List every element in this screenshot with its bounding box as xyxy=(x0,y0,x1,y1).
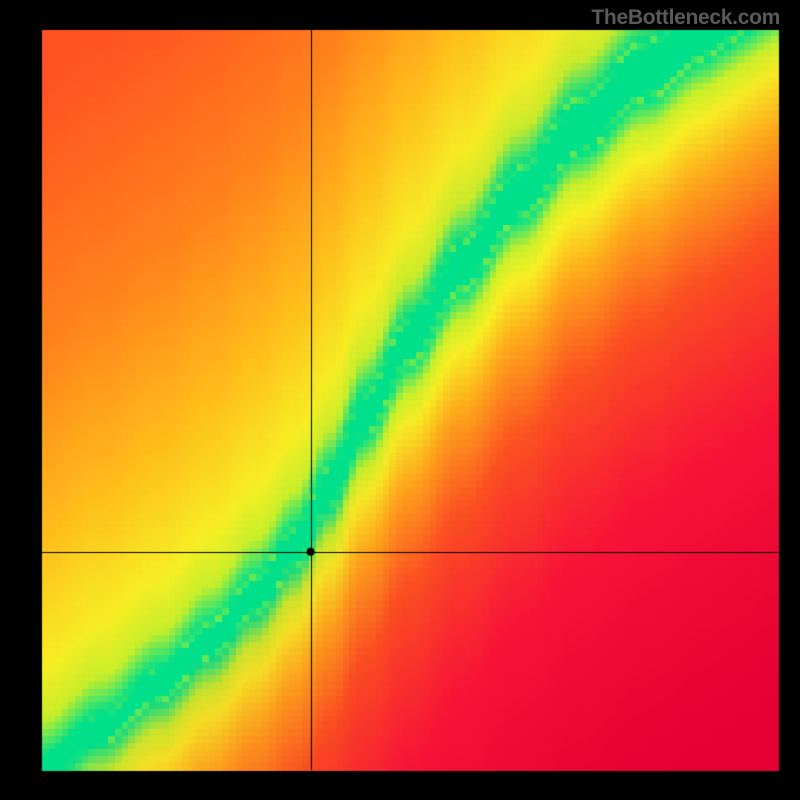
bottleneck-heatmap xyxy=(0,0,800,800)
watermark-text: TheBottleneck.com xyxy=(591,6,780,30)
